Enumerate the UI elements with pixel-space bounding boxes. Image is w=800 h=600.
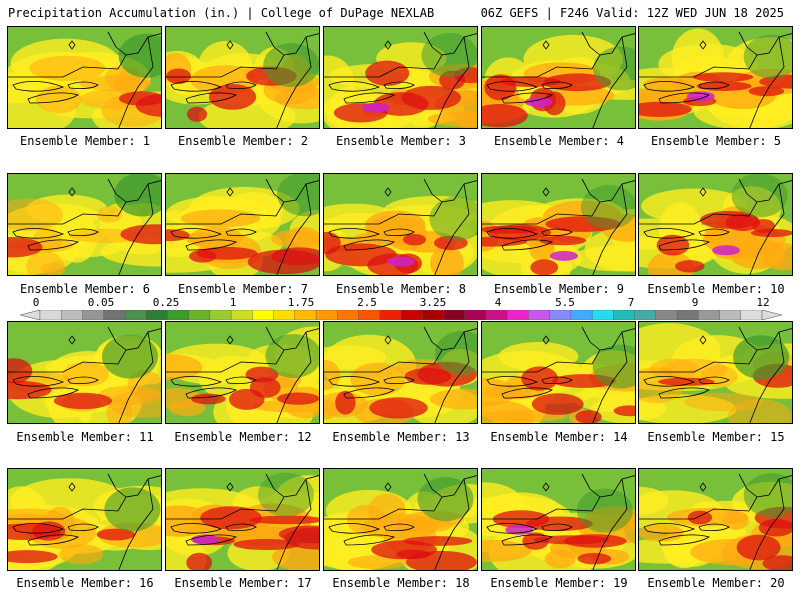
colorbar bbox=[20, 310, 782, 320]
ensemble-map-12 bbox=[165, 321, 320, 424]
ensemble-member-label: Ensemble Member: 11 bbox=[16, 430, 154, 444]
ensemble-member-label: Ensemble Member: 4 bbox=[493, 134, 625, 148]
ensemble-member-label: Ensemble Member: 7 bbox=[177, 282, 309, 296]
colorbar-tick-label: 4 bbox=[494, 296, 502, 309]
ensemble-member-label: Ensemble Member: 9 bbox=[493, 282, 625, 296]
ensemble-member-label: Ensemble Member: 17 bbox=[174, 576, 312, 590]
ensemble-map-2 bbox=[165, 26, 320, 129]
ensemble-map-1 bbox=[7, 26, 162, 129]
colorbar-tick-label: 3.25 bbox=[419, 296, 447, 309]
ensemble-map-19 bbox=[481, 468, 636, 571]
ensemble-member-label: Ensemble Member: 5 bbox=[650, 134, 782, 148]
ensemble-member-label: Ensemble Member: 12 bbox=[174, 430, 312, 444]
colorbar-tick-label: 0.25 bbox=[152, 296, 180, 309]
ensemble-member-label: Ensemble Member: 8 bbox=[335, 282, 467, 296]
colorbar-tick-label: 1 bbox=[229, 296, 237, 309]
ensemble-map-13 bbox=[323, 321, 478, 424]
ensemble-member-label: Ensemble Member: 13 bbox=[332, 430, 470, 444]
map-title: Precipitation Accumulation (in.) | Colle… bbox=[8, 6, 435, 20]
ensemble-map-4 bbox=[481, 26, 636, 129]
ensemble-map-7 bbox=[165, 173, 320, 276]
ensemble-map-5 bbox=[638, 26, 793, 129]
ensemble-map-14 bbox=[481, 321, 636, 424]
ensemble-member-label: Ensemble Member: 14 bbox=[490, 430, 628, 444]
colorbar-tick-label: 12 bbox=[756, 296, 770, 309]
ensemble-map-11 bbox=[7, 321, 162, 424]
ensemble-map-3 bbox=[323, 26, 478, 129]
ensemble-member-label: Ensemble Member: 6 bbox=[19, 282, 151, 296]
colorbar-left-arrow bbox=[20, 310, 41, 320]
ensemble-member-label: Ensemble Member: 19 bbox=[490, 576, 628, 590]
ensemble-member-label: Ensemble Member: 15 bbox=[647, 430, 785, 444]
colorbar-tick-label: 9 bbox=[691, 296, 699, 309]
colorbar-tick-label: 7 bbox=[627, 296, 635, 309]
ensemble-map-20 bbox=[638, 468, 793, 571]
ensemble-member-label: Ensemble Member: 18 bbox=[332, 576, 470, 590]
colorbar-tick-label: 0 bbox=[32, 296, 40, 309]
colorbar-right-arrow bbox=[761, 310, 782, 320]
ensemble-map-6 bbox=[7, 173, 162, 276]
ensemble-map-17 bbox=[165, 468, 320, 571]
ensemble-map-10 bbox=[638, 173, 793, 276]
ensemble-map-15 bbox=[638, 321, 793, 424]
ensemble-map-16 bbox=[7, 468, 162, 571]
colorbar-tick-label: 5.5 bbox=[555, 296, 575, 309]
ensemble-map-9 bbox=[481, 173, 636, 276]
ensemble-member-label: Ensemble Member: 16 bbox=[16, 576, 154, 590]
ensemble-member-label: Ensemble Member: 20 bbox=[647, 576, 785, 590]
ensemble-member-label: Ensemble Member: 2 bbox=[177, 134, 309, 148]
ensemble-map-8 bbox=[323, 173, 478, 276]
ensemble-member-label: Ensemble Member: 3 bbox=[335, 134, 467, 148]
ensemble-map-18 bbox=[323, 468, 478, 571]
colorbar-tick-label: 2.5 bbox=[357, 296, 377, 309]
run-info: 06Z GEFS | F246 Valid: 12Z WED JUN 18 20… bbox=[480, 6, 784, 20]
colorbar-tick-label: 1.75 bbox=[287, 296, 315, 309]
ensemble-member-label: Ensemble Member: 10 bbox=[647, 282, 785, 296]
colorbar-tick-label: 0.05 bbox=[87, 296, 115, 309]
ensemble-member-label: Ensemble Member: 1 bbox=[19, 134, 151, 148]
